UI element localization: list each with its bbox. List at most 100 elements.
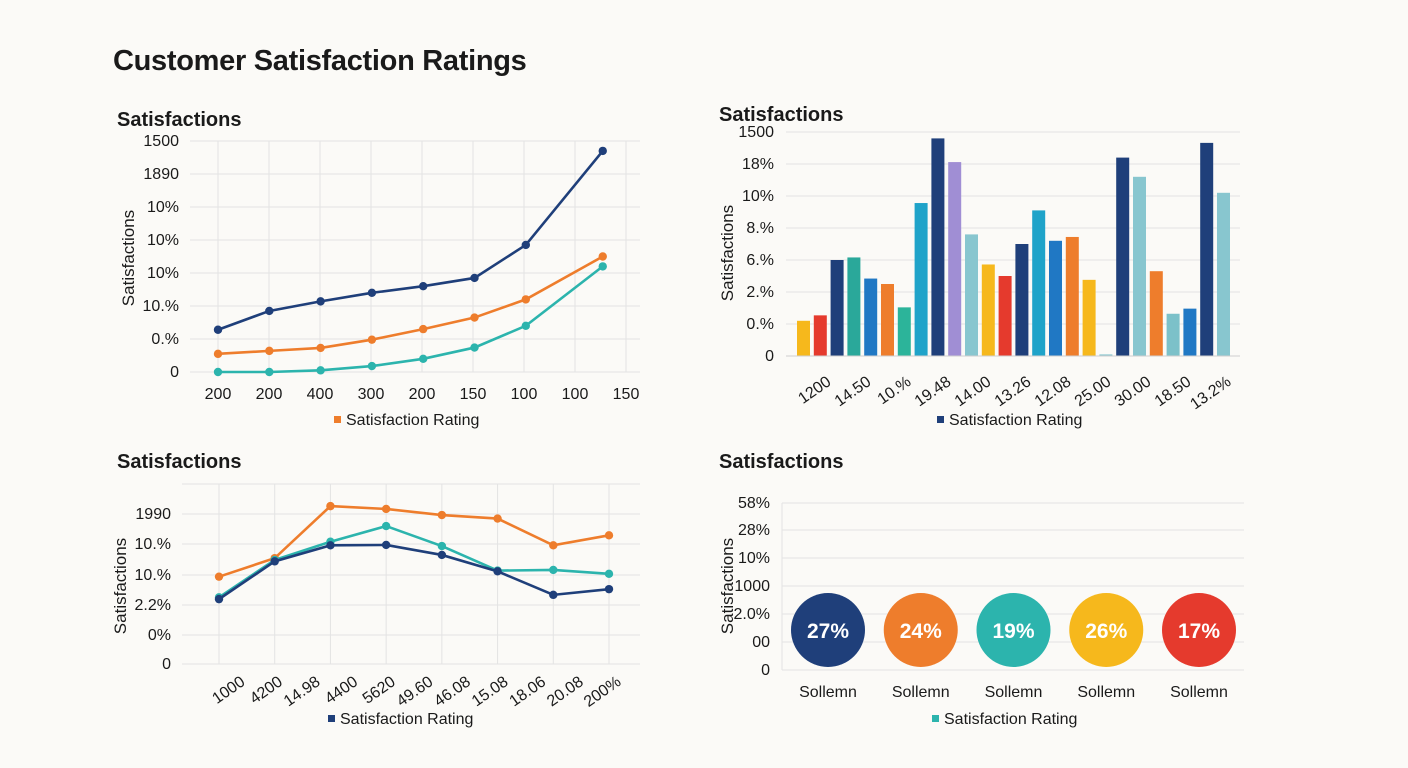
bar (1217, 192, 1230, 356)
bar (948, 162, 962, 356)
x-tick-label: 18.06 (507, 673, 550, 710)
bar (931, 138, 945, 356)
data-point-navy (549, 590, 558, 600)
bar (1015, 244, 1029, 356)
data-point-navy (598, 146, 607, 156)
chart2-title: Satisfactions (719, 104, 844, 126)
bubble (1162, 593, 1236, 667)
x-tick-label: 25.00 (1072, 373, 1115, 410)
bar-chart-top-right: 0 0.% 2.% 6.% 8.% 10% 18% 1500 Satisfactions Sati… (718, 124, 1240, 429)
y-tick-label: 10% (147, 232, 179, 249)
bar (1065, 236, 1079, 356)
data-point-orange (419, 324, 428, 334)
series-line-orange (217, 255, 604, 356)
x-tick-label: 19.48 (912, 373, 955, 410)
y-tick-label: 10% (147, 199, 179, 216)
data-point-orange (381, 504, 391, 514)
page-title: Customer Satisfaction Ratings (113, 45, 527, 77)
y-tick-label: 1990 (135, 506, 171, 523)
x-tick-label: 200 (256, 386, 283, 403)
bar (1082, 279, 1096, 356)
x-tick-label: 1200 (795, 373, 834, 407)
data-point-orange (470, 313, 479, 322)
category-label: Sollemn (1170, 684, 1228, 701)
bubble-value-label: 19% (992, 620, 1034, 643)
y-tick-label: 1500 (738, 124, 774, 141)
legend-label: Satisfaction Rating (944, 711, 1077, 728)
data-point-teal (437, 541, 447, 551)
bar (1049, 240, 1062, 356)
bar (864, 278, 878, 356)
bar (813, 315, 827, 356)
y-tick-label: 0 (761, 662, 770, 679)
line-chart-top-left: 0 0.% 10.% 10% 10% 10% 1890 1500 Satisfactions Sa… (119, 133, 640, 429)
x-tick-label: 18.50 (1152, 373, 1195, 410)
y-tick-label: 10.% (135, 567, 171, 584)
y-tick-label: 2.2% (135, 597, 171, 614)
y-axis-label: Satisfactions (119, 210, 138, 306)
series-line-teal (218, 524, 610, 599)
data-point-orange (549, 541, 558, 550)
x-tick-label: 150 (460, 386, 487, 403)
data-point-navy (521, 240, 530, 250)
chart3-title: Satisfactions (117, 451, 242, 473)
data-point-navy (419, 282, 428, 291)
bar (1166, 313, 1180, 356)
x-tick-label: 14.50 (832, 373, 875, 410)
data-point-orange (213, 349, 223, 359)
bar (797, 320, 810, 356)
bar (897, 307, 911, 356)
y-tick-label: 8.% (746, 220, 774, 237)
x-tick-label: 4200 (247, 673, 286, 707)
x-tick-label: 4400 (322, 673, 361, 707)
bar (1149, 271, 1163, 356)
data-point-navy (493, 567, 502, 576)
data-point-navy (470, 273, 479, 283)
legend-label: Satisfaction Rating (346, 412, 479, 429)
category-label: Sollemn (892, 684, 950, 701)
bar (1099, 354, 1113, 356)
bubble-value-label: 26% (1085, 620, 1127, 643)
data-point-teal (598, 262, 607, 271)
data-point-navy (381, 540, 391, 550)
data-point-teal (213, 367, 223, 377)
data-point-orange (265, 346, 274, 356)
x-tick-label: 46.08 (431, 673, 474, 710)
x-tick-label: 300 (358, 386, 385, 403)
data-point-orange (437, 510, 447, 520)
chart4-title: Satisfactions (719, 451, 844, 473)
y-tick-label: 10% (742, 188, 774, 205)
data-point-navy (604, 584, 614, 594)
series-line-navy (217, 150, 604, 331)
x-tick-label: 30.00 (1112, 373, 1155, 410)
category-label: Sollemn (1077, 684, 1135, 701)
y-tick-label: 58% (738, 495, 770, 512)
y-tick-label: 0.% (746, 316, 774, 333)
x-tick-label: 20.08 (544, 673, 587, 710)
y-tick-label: 18% (742, 156, 774, 173)
line-chart-bottom-left: 0 0% 2.2% 10.% 10.% 1990 Satisfactions Satisfac… (111, 483, 640, 728)
data-point-navy (214, 594, 224, 604)
data-point-teal (604, 569, 614, 579)
data-point-orange (214, 572, 224, 581)
y-tick-label: 0% (148, 627, 171, 644)
data-point-orange (521, 295, 530, 304)
y-tick-label: 0 (170, 364, 179, 381)
bubble-value-label: 17% (1178, 620, 1220, 643)
data-point-teal (549, 565, 558, 575)
x-tick-label: 13.26 (992, 373, 1035, 410)
data-point-navy (316, 297, 325, 306)
x-tick-label: 150 (613, 386, 640, 403)
data-point-teal (381, 521, 391, 531)
y-axis-label: Satisfactions (718, 538, 737, 634)
y-tick-label: 10% (147, 265, 179, 282)
data-point-orange (326, 501, 335, 511)
bubble-value-label: 27% (807, 620, 849, 643)
data-point-navy (326, 541, 335, 550)
data-point-orange (316, 343, 325, 353)
x-tick-label: 200 (205, 386, 232, 403)
x-tick-label: 100 (562, 386, 589, 403)
data-point-teal (367, 361, 377, 371)
y-axis-label: Satisfactions (718, 205, 737, 301)
